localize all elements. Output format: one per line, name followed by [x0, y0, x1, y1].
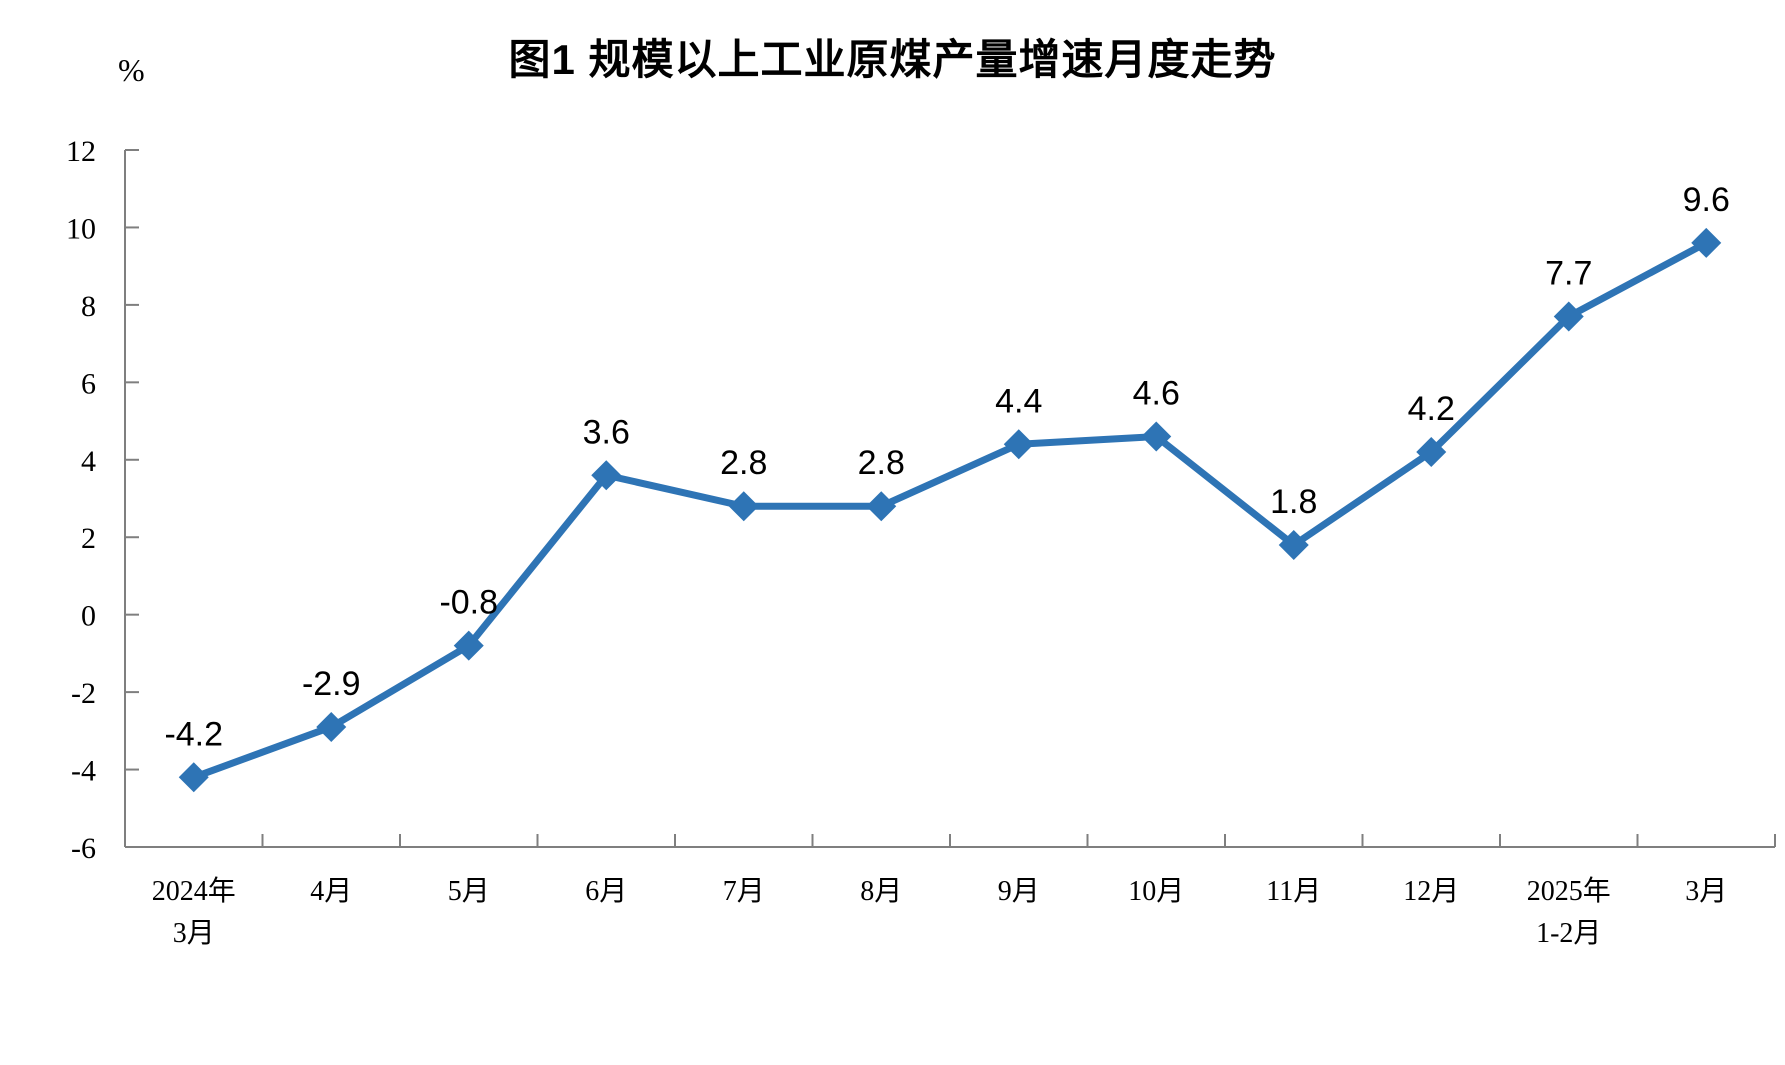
data-point-label: -0.8	[439, 584, 498, 622]
data-point-marker	[1141, 421, 1172, 452]
data-point-marker	[1553, 301, 1584, 332]
data-point-marker	[866, 491, 897, 522]
data-point-label: 3.6	[583, 413, 630, 451]
data-point-marker	[178, 762, 209, 793]
data-point-marker	[591, 460, 622, 491]
x-axis-category-label: 3月	[173, 918, 215, 949]
x-axis-category-label: 6月	[585, 876, 627, 907]
y-axis-tick-label: 8	[81, 290, 96, 323]
data-point-marker	[453, 630, 484, 661]
data-series-line	[190, 239, 1710, 781]
x-axis-category-label: 1-2月	[1536, 918, 1601, 949]
y-axis-unit-label: %	[118, 52, 145, 88]
data-point-label: 4.4	[995, 382, 1042, 420]
x-axis-category-label: 10月	[1128, 876, 1184, 907]
x-axis-category-label: 2025年	[1527, 875, 1611, 907]
data-point-label: 9.6	[1683, 181, 1730, 219]
y-axis-tick-label: 10	[66, 212, 96, 245]
data-point-marker	[1003, 429, 1034, 460]
x-axis-category-label: 12月	[1403, 876, 1459, 907]
x-axis-category-label: 7月	[723, 876, 765, 907]
y-axis-tick-label: 2	[81, 522, 96, 555]
y-axis-tick-label: 4	[81, 445, 96, 478]
x-axis-category-label: 8月	[860, 876, 902, 907]
data-point-label: 4.6	[1133, 375, 1180, 413]
chart-title: 图1 规模以上工业原煤产量增速月度走势	[508, 36, 1277, 83]
x-axis-category-label: 5月	[448, 876, 490, 907]
data-point-label: 4.2	[1408, 390, 1455, 428]
data-point-marker	[316, 711, 347, 742]
data-point-label: -2.9	[302, 665, 361, 703]
data-point-label: -4.2	[164, 715, 223, 753]
data-point-marker	[728, 491, 759, 522]
data-point-marker	[1416, 437, 1447, 468]
data-point-label: 2.8	[720, 444, 767, 482]
data-point-label: 7.7	[1545, 255, 1592, 293]
x-axis-category-label: 11月	[1266, 876, 1321, 907]
x-axis-category-label: 9月	[998, 876, 1040, 907]
y-axis-tick-label: 6	[81, 367, 96, 400]
data-point-marker	[1278, 529, 1309, 560]
y-axis-tick-label: -2	[71, 677, 96, 710]
y-axis-tick-label: -6	[71, 832, 96, 865]
y-axis-tick-label: -4	[71, 755, 96, 788]
x-axis-category-label: 4月	[310, 876, 352, 907]
y-axis-tick-label: 0	[81, 600, 96, 633]
data-point-label: 2.8	[858, 444, 905, 482]
x-axis-category-label: 2024年	[152, 875, 236, 907]
data-point-label: 1.8	[1270, 483, 1317, 521]
data-point-marker	[1691, 227, 1722, 258]
x-axis-category-label: 3月	[1685, 876, 1727, 907]
y-axis-tick-label: 12	[66, 135, 96, 168]
